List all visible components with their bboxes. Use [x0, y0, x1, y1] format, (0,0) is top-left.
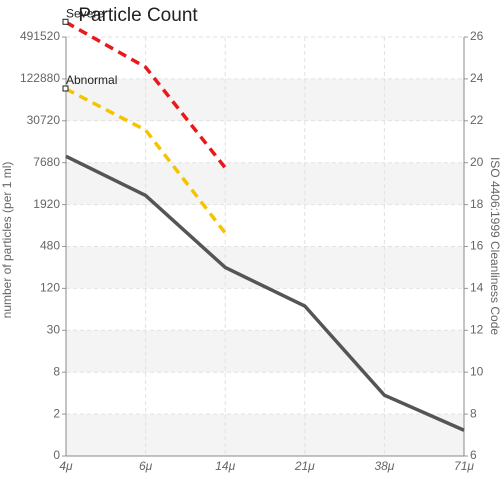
- grid-band: [66, 330, 464, 373]
- y2-tick-label: 22: [470, 113, 484, 127]
- y-tick-label: 30: [47, 322, 61, 336]
- y-tick-label: 120: [40, 281, 60, 295]
- x-tick-label: 71μ: [454, 459, 474, 473]
- y2-tick-label: 24: [470, 71, 484, 85]
- series-line: [65, 154, 465, 432]
- x-tick-label: 21μ: [294, 459, 315, 473]
- chart-title: Particle Count: [78, 5, 198, 26]
- y-tick-label: 30720: [27, 113, 61, 127]
- series-line: [65, 20, 227, 169]
- y2-tick-label: 10: [470, 364, 484, 378]
- y-tick-label: 8: [53, 364, 60, 378]
- y2-tick-label: 20: [470, 155, 484, 169]
- series-label: Severe: [66, 6, 104, 20]
- y-tick-label: 1920: [33, 197, 60, 211]
- grid-band: [66, 246, 464, 289]
- y2-axis-label: ISO 4406:1999 Cleanliness Code: [488, 157, 502, 335]
- y2-tick-label: 8: [470, 406, 477, 420]
- grid-band: [66, 162, 464, 205]
- y2-tick-label: 6: [470, 448, 477, 462]
- series-label: Abnormal: [66, 73, 117, 87]
- y-tick-label: 7680: [33, 155, 60, 169]
- y2-tick-label: 14: [470, 281, 484, 295]
- series-marker: [62, 85, 69, 92]
- y2-tick-label: 18: [470, 197, 484, 211]
- x-tick-label: 38μ: [374, 459, 394, 473]
- x-tick-label: 4μ: [59, 459, 73, 473]
- y-axis-label: number of particles (per 1 ml): [0, 162, 14, 319]
- y-tick-label: 480: [40, 239, 60, 253]
- y2-tick-label: 12: [470, 322, 484, 336]
- grid-band: [66, 78, 464, 121]
- y-tick-label: 122880: [20, 71, 60, 85]
- y2-tick-label: 26: [470, 29, 484, 43]
- y-tick-label: 0: [53, 448, 60, 462]
- grid-band: [66, 414, 464, 456]
- x-tick-label: 14μ: [215, 459, 235, 473]
- series-marker: [62, 18, 69, 25]
- x-tick-label: 6μ: [139, 459, 153, 473]
- y-tick-label: 2: [53, 406, 60, 420]
- y2-tick-label: 16: [470, 239, 484, 253]
- y-tick-label: 491520: [20, 29, 60, 43]
